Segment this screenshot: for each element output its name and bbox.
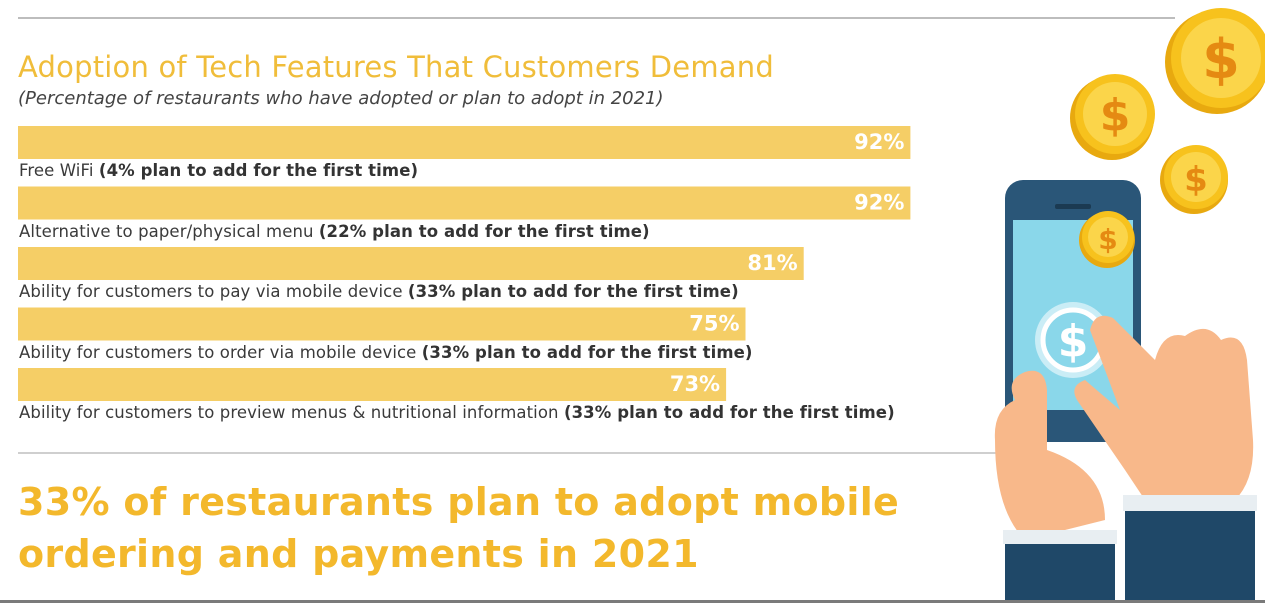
category-name: Ability for customers to order via mobil… xyxy=(19,342,422,362)
coin-symbol: $ xyxy=(1184,160,1208,200)
category-label: Ability for customers to order via mobil… xyxy=(19,343,753,362)
bar xyxy=(18,368,727,401)
hand-icon xyxy=(994,370,1117,600)
bar xyxy=(18,307,746,341)
bottom-divider xyxy=(0,600,1265,603)
category-note: (33% plan to add for the first time) xyxy=(563,403,895,422)
coin-symbol: $ xyxy=(1098,223,1117,256)
top-divider xyxy=(18,17,1175,19)
category-name: Ability for customers to preview menus &… xyxy=(19,403,564,422)
category-label: Ability for customers to preview menus &… xyxy=(19,403,895,422)
bar xyxy=(18,186,911,220)
hand-icon xyxy=(1074,315,1257,600)
category-name: Ability for customers to pay via mobile … xyxy=(19,282,408,301)
category-label: Alternative to paper/physical menu (22% … xyxy=(19,222,650,241)
coin-icon: $ xyxy=(1070,74,1155,160)
coin-symbol: $ xyxy=(1058,316,1089,367)
headline: 33% of restaurants plan to adopt mobile … xyxy=(18,476,899,580)
bar xyxy=(18,126,911,159)
bar-value-label: 73% xyxy=(670,372,720,396)
bar-value-label: 92% xyxy=(854,191,904,215)
category-name: Free WiFi xyxy=(19,161,99,180)
bar-chart: 92% 92% 81% 75% 73% xyxy=(18,126,911,401)
category-note: (33% plan to add for the first time) xyxy=(421,342,753,362)
chart-subtitle: (Percentage of restaurants who have adop… xyxy=(18,88,664,109)
category-label: Ability for customers to pay via mobile … xyxy=(19,282,739,301)
bar xyxy=(18,247,804,280)
coin-icon: $ xyxy=(1160,145,1228,214)
coin-symbol: $ xyxy=(1100,90,1131,141)
category-note: (4% plan to add for the first time) xyxy=(98,161,419,180)
coin-symbol: $ xyxy=(1202,28,1240,91)
category-note: (33% plan to add for the first time) xyxy=(407,282,739,301)
coin-icon: $ xyxy=(1165,8,1265,114)
coin-icon: $ xyxy=(1079,211,1135,268)
section-divider xyxy=(18,452,1018,454)
chart-title: Adoption of Tech Features That Customers… xyxy=(18,50,774,84)
phone-payment-illustration: $ $ $ $ $ xyxy=(994,8,1265,600)
headline-line-2: ordering and payments in 2021 xyxy=(18,532,699,576)
category-name: Alternative to paper/physical menu xyxy=(19,221,319,241)
bar-value-label: 81% xyxy=(747,251,797,275)
category-note: (22% plan to add for the first time) xyxy=(318,221,650,241)
category-label: Free WiFi (4% plan to add for the first … xyxy=(19,161,418,180)
headline-line-1: 33% of restaurants plan to adopt mobile xyxy=(18,480,900,524)
bar-value-label: 92% xyxy=(854,130,904,154)
bar-value-label: 75% xyxy=(689,312,739,336)
